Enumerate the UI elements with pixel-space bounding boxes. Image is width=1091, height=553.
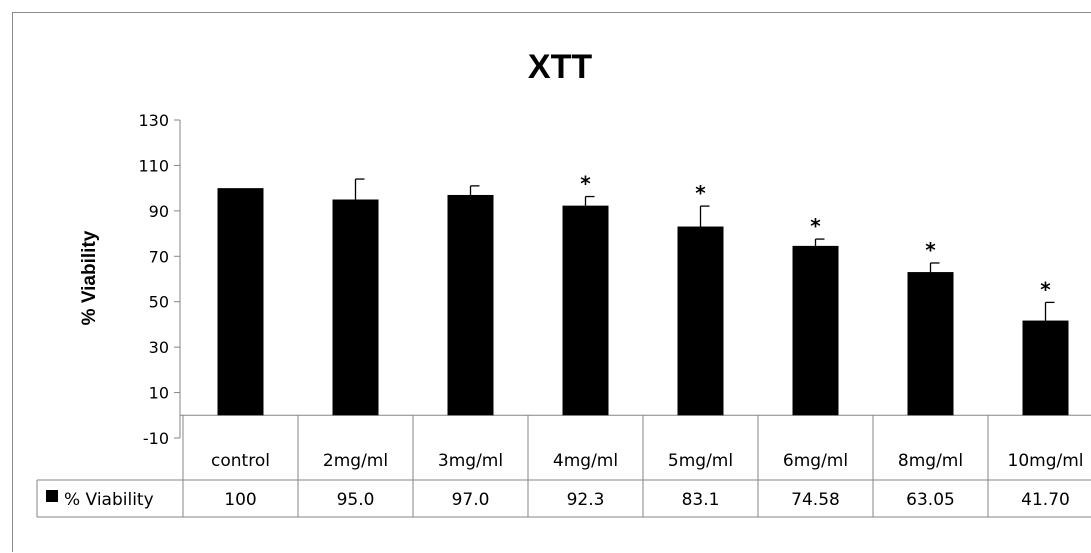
significance-marker: * [925, 238, 936, 262]
y-tick-label: 70 [149, 247, 169, 266]
bar [1022, 320, 1069, 416]
data-value-label: 41.70 [1021, 490, 1070, 510]
y-tick-label: 50 [149, 293, 169, 312]
x-category-label: 10mg/ml [1008, 451, 1084, 471]
data-value-label: 83.1 [682, 490, 720, 510]
significance-marker: * [695, 181, 706, 205]
data-value-label: 63.05 [906, 490, 955, 510]
data-value-label: 100 [224, 490, 256, 510]
bar [562, 205, 609, 416]
data-value-label: 97.0 [452, 490, 490, 510]
y-tick-label: 90 [149, 202, 169, 221]
significance-marker: * [580, 172, 591, 196]
x-category-label: 3mg/ml [438, 451, 503, 471]
data-value-label: 92.3 [567, 490, 605, 510]
bar [792, 245, 839, 416]
x-category-label: 4mg/ml [553, 451, 618, 471]
legend-swatch [46, 490, 58, 502]
bar [217, 188, 264, 416]
data-value-label: 74.58 [791, 490, 840, 510]
y-tick-label: 30 [149, 338, 169, 357]
chart-title: XTT [528, 48, 592, 86]
bar [332, 199, 379, 416]
legend-label: % Viability [64, 490, 154, 510]
x-category-label: 5mg/ml [668, 451, 733, 471]
axes: 130 110 90 70 50 30 10 -10 [138, 111, 1091, 448]
y-tick-label: 10 [149, 384, 169, 403]
x-category-label: 2mg/ml [323, 451, 388, 471]
significance-marker: * [1040, 277, 1051, 301]
data-value-label: 95.0 [337, 490, 375, 510]
data-table: control 100 2mg/ml 95.0 3mg/ml 97.0 4mg/ml 92.3… [36, 415, 1091, 518]
y-tick-label: 130 [138, 111, 169, 130]
x-category-label: control [211, 451, 270, 471]
y-tick-label: 110 [138, 156, 169, 175]
significance-marker: * [810, 214, 821, 238]
bar [677, 226, 724, 416]
bar [907, 272, 954, 416]
y-axis-label: % Viability [79, 230, 100, 325]
bar [447, 194, 494, 416]
bars: * * * * * [217, 172, 1069, 416]
y-tick-label: -10 [143, 429, 169, 448]
x-category-label: 6mg/ml [783, 451, 848, 471]
x-category-label: 8mg/ml [898, 451, 963, 471]
